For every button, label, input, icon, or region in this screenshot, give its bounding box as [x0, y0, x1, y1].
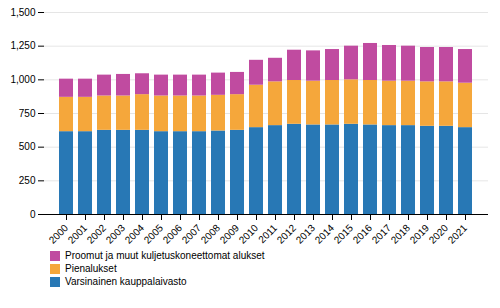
svg-text:2017: 2017 — [370, 222, 394, 246]
svg-text:2018: 2018 — [389, 222, 413, 246]
svg-text:250: 250 — [19, 175, 36, 186]
svg-text:2001: 2001 — [66, 222, 90, 246]
svg-text:1,250: 1,250 — [10, 40, 35, 51]
svg-text:2000: 2000 — [47, 222, 71, 246]
svg-text:2003: 2003 — [104, 222, 128, 246]
svg-text:2020: 2020 — [427, 222, 451, 246]
svg-text:2004: 2004 — [123, 222, 147, 246]
svg-text:2008: 2008 — [199, 222, 223, 246]
svg-text:0: 0 — [30, 209, 36, 220]
svg-text:2012: 2012 — [275, 222, 299, 246]
svg-text:2005: 2005 — [142, 222, 166, 246]
svg-text:2015: 2015 — [332, 222, 356, 246]
svg-text:2013: 2013 — [294, 222, 318, 246]
svg-text:2014: 2014 — [313, 222, 337, 246]
svg-text:2019: 2019 — [408, 222, 432, 246]
svg-text:2006: 2006 — [161, 222, 185, 246]
html-text:Varsinainen kauppalaivasto: Varsinainen kauppalaivasto — [65, 276, 187, 287]
svg-text:2016: 2016 — [351, 222, 375, 246]
svg-text:500: 500 — [19, 141, 36, 152]
svg-text:1,000: 1,000 — [10, 74, 35, 85]
html-text:Proomut ja muut kuljetuskoneet: Proomut ja muut kuljetuskoneettomat aluk… — [65, 250, 265, 261]
svg-text:2002: 2002 — [85, 222, 109, 246]
svg-text:2010: 2010 — [237, 222, 261, 246]
svg-text:2011: 2011 — [256, 222, 279, 245]
svg-text:1,500: 1,500 — [10, 7, 35, 18]
svg-text:2009: 2009 — [218, 222, 242, 246]
svg-text:2007: 2007 — [180, 222, 204, 246]
html-text:Pienalukset: Pienalukset — [65, 263, 117, 274]
svg-text:750: 750 — [19, 108, 36, 119]
svg-text:2021: 2021 — [446, 222, 470, 246]
